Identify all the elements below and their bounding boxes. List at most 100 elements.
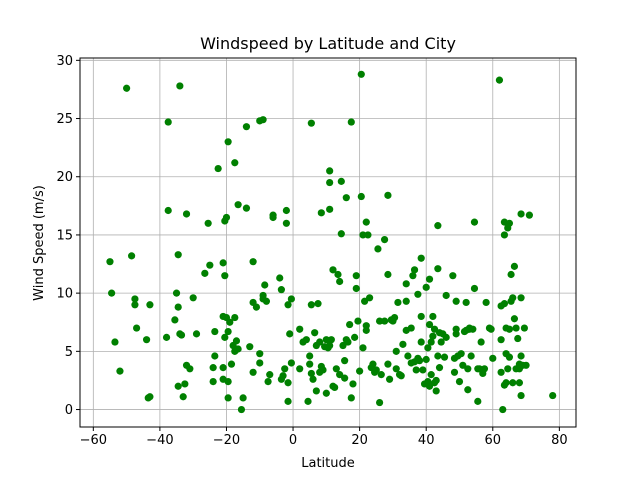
data-point <box>317 209 325 217</box>
data-point <box>227 360 236 368</box>
data-point <box>470 284 479 293</box>
data-point <box>341 374 349 382</box>
data-point <box>176 82 184 90</box>
data-point <box>346 320 354 329</box>
data-point <box>362 326 370 334</box>
data-point <box>282 206 290 215</box>
data-point <box>146 301 154 309</box>
data-point <box>452 325 460 333</box>
data-point <box>480 365 489 373</box>
x-tick-label: −60 <box>80 433 107 448</box>
data-point <box>337 177 345 185</box>
data-point <box>392 347 400 355</box>
data-point <box>111 338 119 346</box>
data-point <box>174 303 182 311</box>
data-point <box>359 344 367 352</box>
data-point <box>510 315 519 323</box>
data-point <box>302 336 310 344</box>
data-point <box>362 218 370 226</box>
data-point <box>392 365 400 373</box>
data-point <box>307 119 315 127</box>
y-tick-label: 10 <box>56 287 73 302</box>
data-point <box>435 364 444 372</box>
data-point <box>309 375 317 383</box>
data-point <box>201 269 209 277</box>
data-point <box>221 333 229 341</box>
data-point <box>259 116 267 124</box>
data-point <box>357 192 365 201</box>
data-point <box>174 382 182 390</box>
data-point <box>237 405 246 414</box>
data-point <box>390 313 399 322</box>
y-tick-label: 30 <box>56 54 73 69</box>
data-point <box>432 387 440 395</box>
data-point <box>402 280 410 288</box>
data-point <box>234 345 242 353</box>
x-tick-label: 40 <box>418 433 435 448</box>
data-point <box>504 365 512 373</box>
data-point <box>361 297 369 305</box>
data-point <box>372 366 380 374</box>
data-point <box>427 338 435 346</box>
data-point <box>336 277 344 286</box>
data-point <box>427 371 435 379</box>
data-point <box>374 245 382 253</box>
data-point <box>349 380 357 388</box>
data-point <box>432 376 440 385</box>
data-point <box>384 360 392 368</box>
data-point <box>517 210 525 218</box>
data-point <box>369 360 377 368</box>
data-point <box>164 118 172 126</box>
data-point <box>242 123 251 131</box>
data-points <box>106 70 557 414</box>
data-point <box>377 371 385 379</box>
data-point <box>352 284 360 293</box>
data-point <box>131 301 139 309</box>
data-point <box>189 294 197 302</box>
data-point <box>312 387 320 395</box>
data-point <box>495 76 504 84</box>
data-point <box>419 366 427 374</box>
data-point <box>221 272 229 280</box>
data-point <box>262 297 271 305</box>
data-point <box>407 324 415 332</box>
data-point <box>510 262 519 270</box>
data-point <box>474 397 482 405</box>
data-point <box>186 365 194 373</box>
data-point <box>269 211 277 219</box>
data-point <box>224 378 232 386</box>
y-axis-ticks: 0 5 10 15 20 25 30 <box>56 54 80 418</box>
data-point <box>231 159 239 167</box>
data-point <box>425 382 434 390</box>
data-point <box>266 371 274 379</box>
data-point <box>347 118 355 126</box>
data-point <box>507 270 515 279</box>
y-tick-label: 20 <box>56 170 73 185</box>
data-point <box>522 361 530 369</box>
data-point <box>339 341 347 350</box>
plot-frame <box>79 57 577 428</box>
data-point <box>242 204 251 212</box>
y-tick-label: 15 <box>56 228 73 243</box>
data-point <box>164 206 172 215</box>
data-point <box>219 364 227 372</box>
data-point <box>464 365 472 373</box>
data-point <box>332 365 340 373</box>
data-point <box>425 320 434 329</box>
data-point <box>384 270 392 279</box>
x-tick-label: 60 <box>485 433 502 448</box>
data-point <box>239 394 247 402</box>
data-point <box>204 219 212 227</box>
data-point <box>417 312 425 321</box>
data-point <box>306 352 314 360</box>
data-point <box>329 266 337 274</box>
data-point <box>434 222 442 230</box>
data-point <box>482 298 490 307</box>
data-point <box>246 343 254 351</box>
data-point <box>192 330 201 338</box>
data-point <box>181 380 189 388</box>
data-point <box>452 297 460 305</box>
data-point <box>380 235 389 244</box>
data-point <box>520 324 529 332</box>
